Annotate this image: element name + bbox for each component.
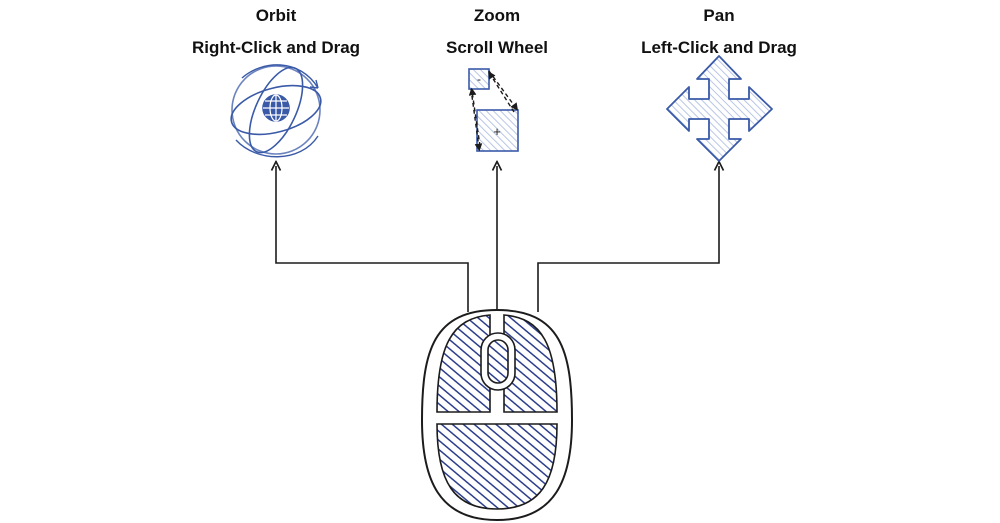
orbit-label: Orbit Right-Click and Drag — [192, 0, 360, 64]
connector-pan — [537, 166, 719, 312]
mouse-scroll-wheel — [487, 339, 509, 384]
mouse-right-button — [503, 314, 558, 413]
zoom-title: Zoom — [473, 6, 521, 25]
zoom-squares-icon: - + — [468, 68, 519, 152]
pan-action: Left-Click and Drag — [641, 38, 797, 57]
zoom-minus-symbol: - — [477, 72, 481, 86]
mouse-palm-area — [436, 423, 558, 510]
orbit-action: Right-Click and Drag — [191, 38, 361, 57]
zoom-plus-symbol: + — [493, 124, 501, 139]
mouse-illustration — [420, 308, 574, 522]
zoom-label: Zoom Scroll Wheel — [446, 0, 548, 64]
four-way-arrow-icon — [666, 55, 773, 162]
pan-title: Pan — [703, 6, 735, 25]
orbit-title: Orbit — [255, 6, 297, 25]
pan-label: Pan Left-Click and Drag — [641, 0, 797, 64]
orbit-globe-icon — [230, 64, 322, 158]
connector-orbit — [276, 166, 469, 312]
zoom-action: Scroll Wheel — [445, 38, 549, 57]
mouse-left-button — [436, 314, 491, 413]
